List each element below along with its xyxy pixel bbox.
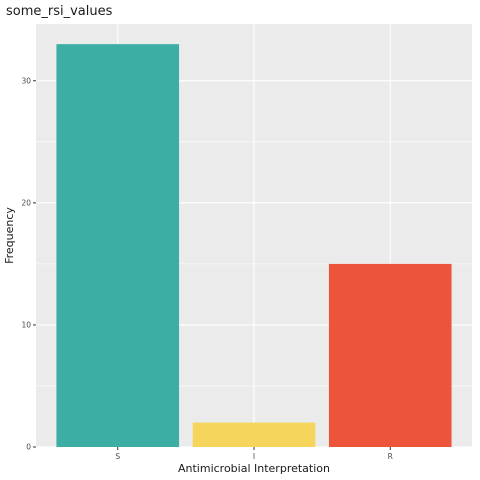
x-tick-label: S <box>115 452 120 461</box>
x-axis-label: Antimicrobial Interpretation <box>178 462 330 475</box>
y-tick-label: 20 <box>21 199 31 208</box>
bar-r <box>328 263 452 447</box>
chart-title: some_rsi_values <box>6 4 113 19</box>
bar-s <box>56 44 180 448</box>
x-tick-label: I <box>253 452 255 461</box>
y-tick-label: 30 <box>21 76 31 85</box>
y-axis: 0 10 20 30 <box>21 76 36 452</box>
bars-group <box>56 44 452 448</box>
y-tick-label: 10 <box>21 321 31 330</box>
bar-i <box>192 422 316 447</box>
x-tick-label: R <box>388 452 393 461</box>
y-tick-label: 0 <box>26 443 31 452</box>
y-axis-label: Frequency <box>3 207 16 264</box>
